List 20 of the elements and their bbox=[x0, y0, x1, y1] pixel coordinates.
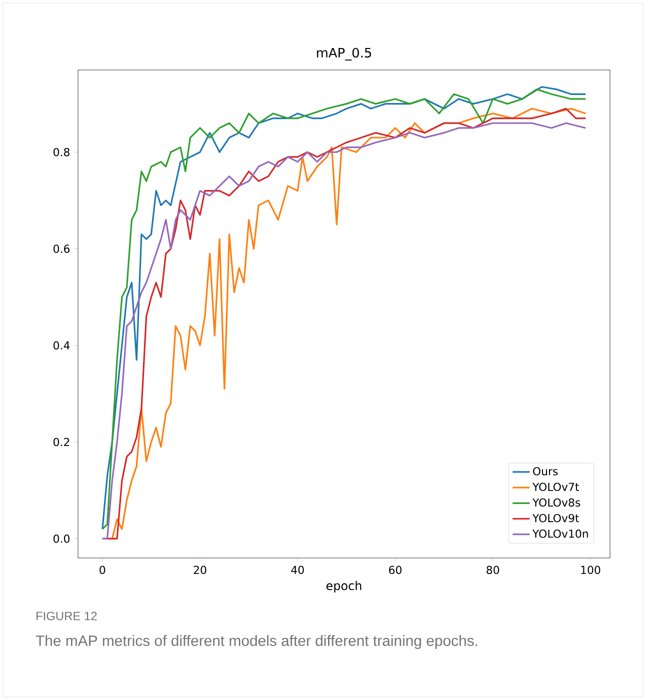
x-axis-title: epoch bbox=[326, 580, 362, 592]
x-tick-label: 80 bbox=[486, 566, 500, 574]
y-tick-label: 0.6 bbox=[54, 244, 70, 253]
y-tick-label: 0.0 bbox=[54, 534, 70, 543]
chart-title: mAP_0.5 bbox=[316, 48, 372, 60]
legend-label: YOLOv7t bbox=[532, 482, 579, 492]
legend-label: Ours bbox=[533, 467, 558, 476]
y-tick-label: 0.4 bbox=[54, 341, 70, 350]
text: The mAP metrics of different models after different training epochs. bbox=[36, 635, 478, 649]
legend-label: YOLOv9t bbox=[532, 514, 579, 522]
x-tick-label: 20 bbox=[194, 566, 206, 574]
legend-label: YOLOv8s bbox=[532, 498, 580, 507]
y-tick-label: 0.8 bbox=[54, 148, 70, 156]
caption: FIGURE 12 bbox=[36, 612, 97, 620]
x-tick-label: 40 bbox=[291, 566, 304, 574]
x-tick-label: 100 bbox=[581, 566, 600, 574]
x-tick-label: 60 bbox=[389, 566, 402, 574]
legend-label: YOLOv10n bbox=[532, 530, 588, 538]
y-tick-label: 0.2 bbox=[54, 438, 70, 446]
x-tick-label: 0 bbox=[100, 566, 106, 574]
